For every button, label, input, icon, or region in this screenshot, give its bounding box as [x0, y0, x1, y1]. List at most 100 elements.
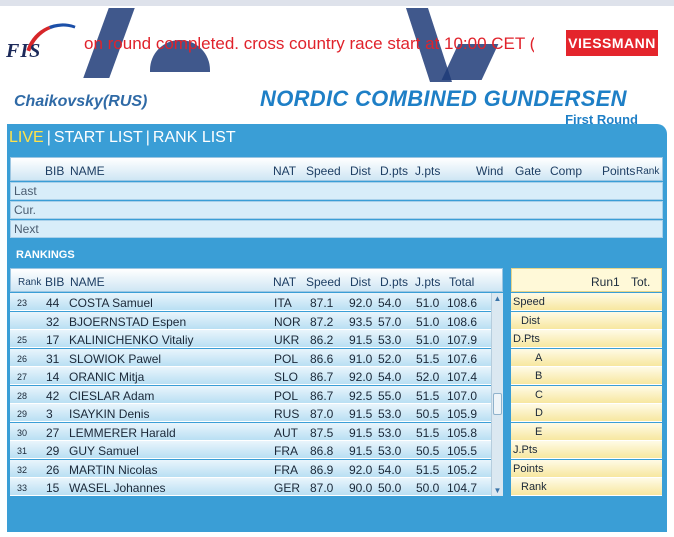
detail-row: E [511, 422, 662, 441]
col-tot: Tot. [631, 275, 651, 289]
sponsor-logo: VIESSMANN [566, 30, 658, 56]
cell-bib: 42 [46, 388, 60, 403]
cell-name: BJOERNSTAD Espen [69, 314, 187, 329]
rankings-heading: RANKINGS [16, 249, 75, 261]
col-bib: BIB [45, 275, 65, 289]
cell-jpts: 51.0 [416, 333, 440, 347]
cell-nat: GER [274, 481, 301, 495]
tab-separator: | [46, 129, 51, 146]
cell-total: 107.4 [447, 370, 478, 384]
tab-start-list[interactable]: START LIST [53, 129, 143, 146]
cell-speed: 87.0 [310, 407, 334, 421]
ski-jumper-graphic [0, 0, 674, 6]
cell-dist: 92.5 [349, 388, 373, 403]
tab-live[interactable]: LIVE [9, 129, 44, 146]
scroll-down-icon[interactable]: ▼ [493, 486, 502, 495]
cell-jpts: 50.5 [416, 444, 440, 458]
scroll-up-icon[interactable]: ▲ [493, 294, 502, 303]
rankings-header: Rank BIB NAME NAT Speed Dist D.pts J.pts… [10, 268, 503, 292]
detail-header: Run1 Tot. [511, 268, 662, 292]
round-label: First Round [565, 112, 638, 124]
cell-name: ISAYKIN Denis [69, 407, 150, 421]
detail-label: D [535, 407, 543, 419]
tab-rank-list[interactable]: RANK LIST [152, 129, 236, 146]
cell-speed: 86.9 [310, 462, 334, 477]
cell-jpts: 50.5 [416, 407, 440, 421]
cell-dist: 92.0 [349, 370, 373, 384]
cell-rank: 30 [17, 427, 28, 438]
cell-name: COSTA Samuel [69, 296, 153, 310]
cell-dpts: 55.0 [378, 388, 402, 403]
cell-jpts: 50.0 [416, 481, 440, 495]
live-jumper-table: BIB NAME NAT Speed Dist D.pts J.pts Wind… [10, 157, 663, 239]
cell-speed: 87.0 [310, 481, 334, 495]
header: FIS on round completed. cross country ra… [0, 0, 674, 124]
detail-row: D [511, 404, 662, 422]
col-gate: Gate [515, 164, 542, 178]
table-row[interactable]: 25 17 KALINICHENKO Vitaliy UKR 86.2 91.5 53.0 5… [10, 330, 493, 348]
cell-dpts: 53.0 [378, 425, 402, 440]
table-row[interactable]: 32 BJOERNSTAD Espen NOR 87.2 93.5 57.0 51.0 108… [10, 311, 493, 330]
tab-separator: | [145, 129, 150, 146]
cell-total: 107.9 [447, 333, 478, 347]
detail-row: B [511, 367, 662, 385]
cell-nat: ITA [274, 296, 292, 310]
cell-name: CIESLAR Adam [69, 388, 155, 403]
table-row[interactable]: 27 14 ORANIC Mitja SLO 86.7 92.0 54.0 52.0 107.4 [10, 367, 493, 385]
cell-speed: 86.7 [310, 388, 334, 403]
cell-nat: FRA [274, 444, 298, 458]
detail-row: Rank [511, 478, 662, 496]
detail-label: Dist [521, 314, 540, 327]
rankings-scrollbar[interactable]: ▲ ▼ [491, 293, 503, 496]
cell-bib: 27 [46, 425, 60, 440]
cell-name: GUY Samuel [69, 444, 139, 458]
cell-name: KALINICHENKO Vitaliy [69, 333, 194, 347]
cell-total: 104.7 [447, 481, 478, 495]
cell-total: 105.9 [447, 407, 478, 421]
col-jpts: J.pts [415, 164, 441, 178]
detail-row: J.Pts [511, 441, 662, 459]
cell-dpts: 53.0 [378, 444, 402, 458]
table-row[interactable]: 28 42 CIESLAR Adam POL 86.7 92.5 55.0 51.5 107.0 [10, 385, 493, 404]
live-row-next: Next [10, 220, 663, 238]
cell-bib: 17 [46, 333, 60, 347]
detail-label: Speed [513, 296, 545, 308]
cell-dist: 91.5 [349, 425, 373, 440]
detail-label: D.Pts [513, 333, 540, 345]
cell-jpts: 51.0 [416, 314, 440, 329]
cell-bib: 15 [46, 481, 60, 495]
cell-nat: POL [274, 351, 299, 366]
table-row[interactable]: 23 44 COSTA Samuel ITA 87.1 92.0 54.0 51.0 108.6 [10, 293, 493, 311]
table-row[interactable]: 32 26 MARTIN Nicolas FRA 86.9 92.0 54.0 51.5 105… [10, 459, 493, 478]
cell-rank: 33 [17, 483, 28, 493]
detail-row: Points [511, 459, 662, 478]
table-row[interactable]: 30 27 LEMMERER Harald AUT 87.5 91.5 53.0 51.5 10… [10, 422, 493, 441]
cell-nat: RUS [274, 407, 300, 421]
cell-speed: 86.8 [310, 444, 334, 458]
cell-dist: 91.5 [349, 444, 373, 458]
venue-label: Chaikovsky(RUS) [14, 93, 148, 110]
cell-speed: 87.1 [310, 296, 334, 310]
cell-rank: 26 [17, 353, 28, 364]
cell-dpts: 54.0 [378, 296, 402, 310]
detail-row: Dist [511, 311, 662, 330]
fis-logo: FIS [6, 12, 76, 70]
detail-label: B [535, 370, 543, 382]
table-row[interactable]: 31 29 GUY Samuel FRA 86.8 91.5 53.0 50.5 105.5 [10, 441, 493, 459]
cell-total: 105.8 [447, 425, 478, 440]
cell-dpts: 52.0 [378, 351, 402, 366]
scroll-thumb[interactable] [493, 393, 502, 415]
cell-total: 108.6 [447, 296, 478, 310]
table-row[interactable]: 26 31 SLOWIOK Pawel POL 86.6 91.0 52.0 51.5 107.… [10, 348, 493, 367]
table-row[interactable]: 33 15 WASEL Johannes GER 87.0 90.0 50.0 50.0 104… [10, 478, 493, 496]
cell-nat: UKR [274, 333, 300, 347]
table-row[interactable]: 29 3 ISAYKIN Denis RUS 87.0 91.5 53.0 50.5 105.9 [10, 404, 493, 422]
cell-jpts: 51.5 [416, 351, 440, 366]
cell-nat: SLO [274, 370, 299, 384]
tab-bar: LIVE | START LIST | RANK LIST [9, 128, 236, 148]
cell-dpts: 53.0 [378, 407, 402, 421]
col-nat: NAT [273, 164, 297, 178]
cell-nat: POL [274, 388, 299, 403]
cell-jpts: 51.0 [416, 296, 440, 310]
col-total: Total [449, 275, 475, 289]
